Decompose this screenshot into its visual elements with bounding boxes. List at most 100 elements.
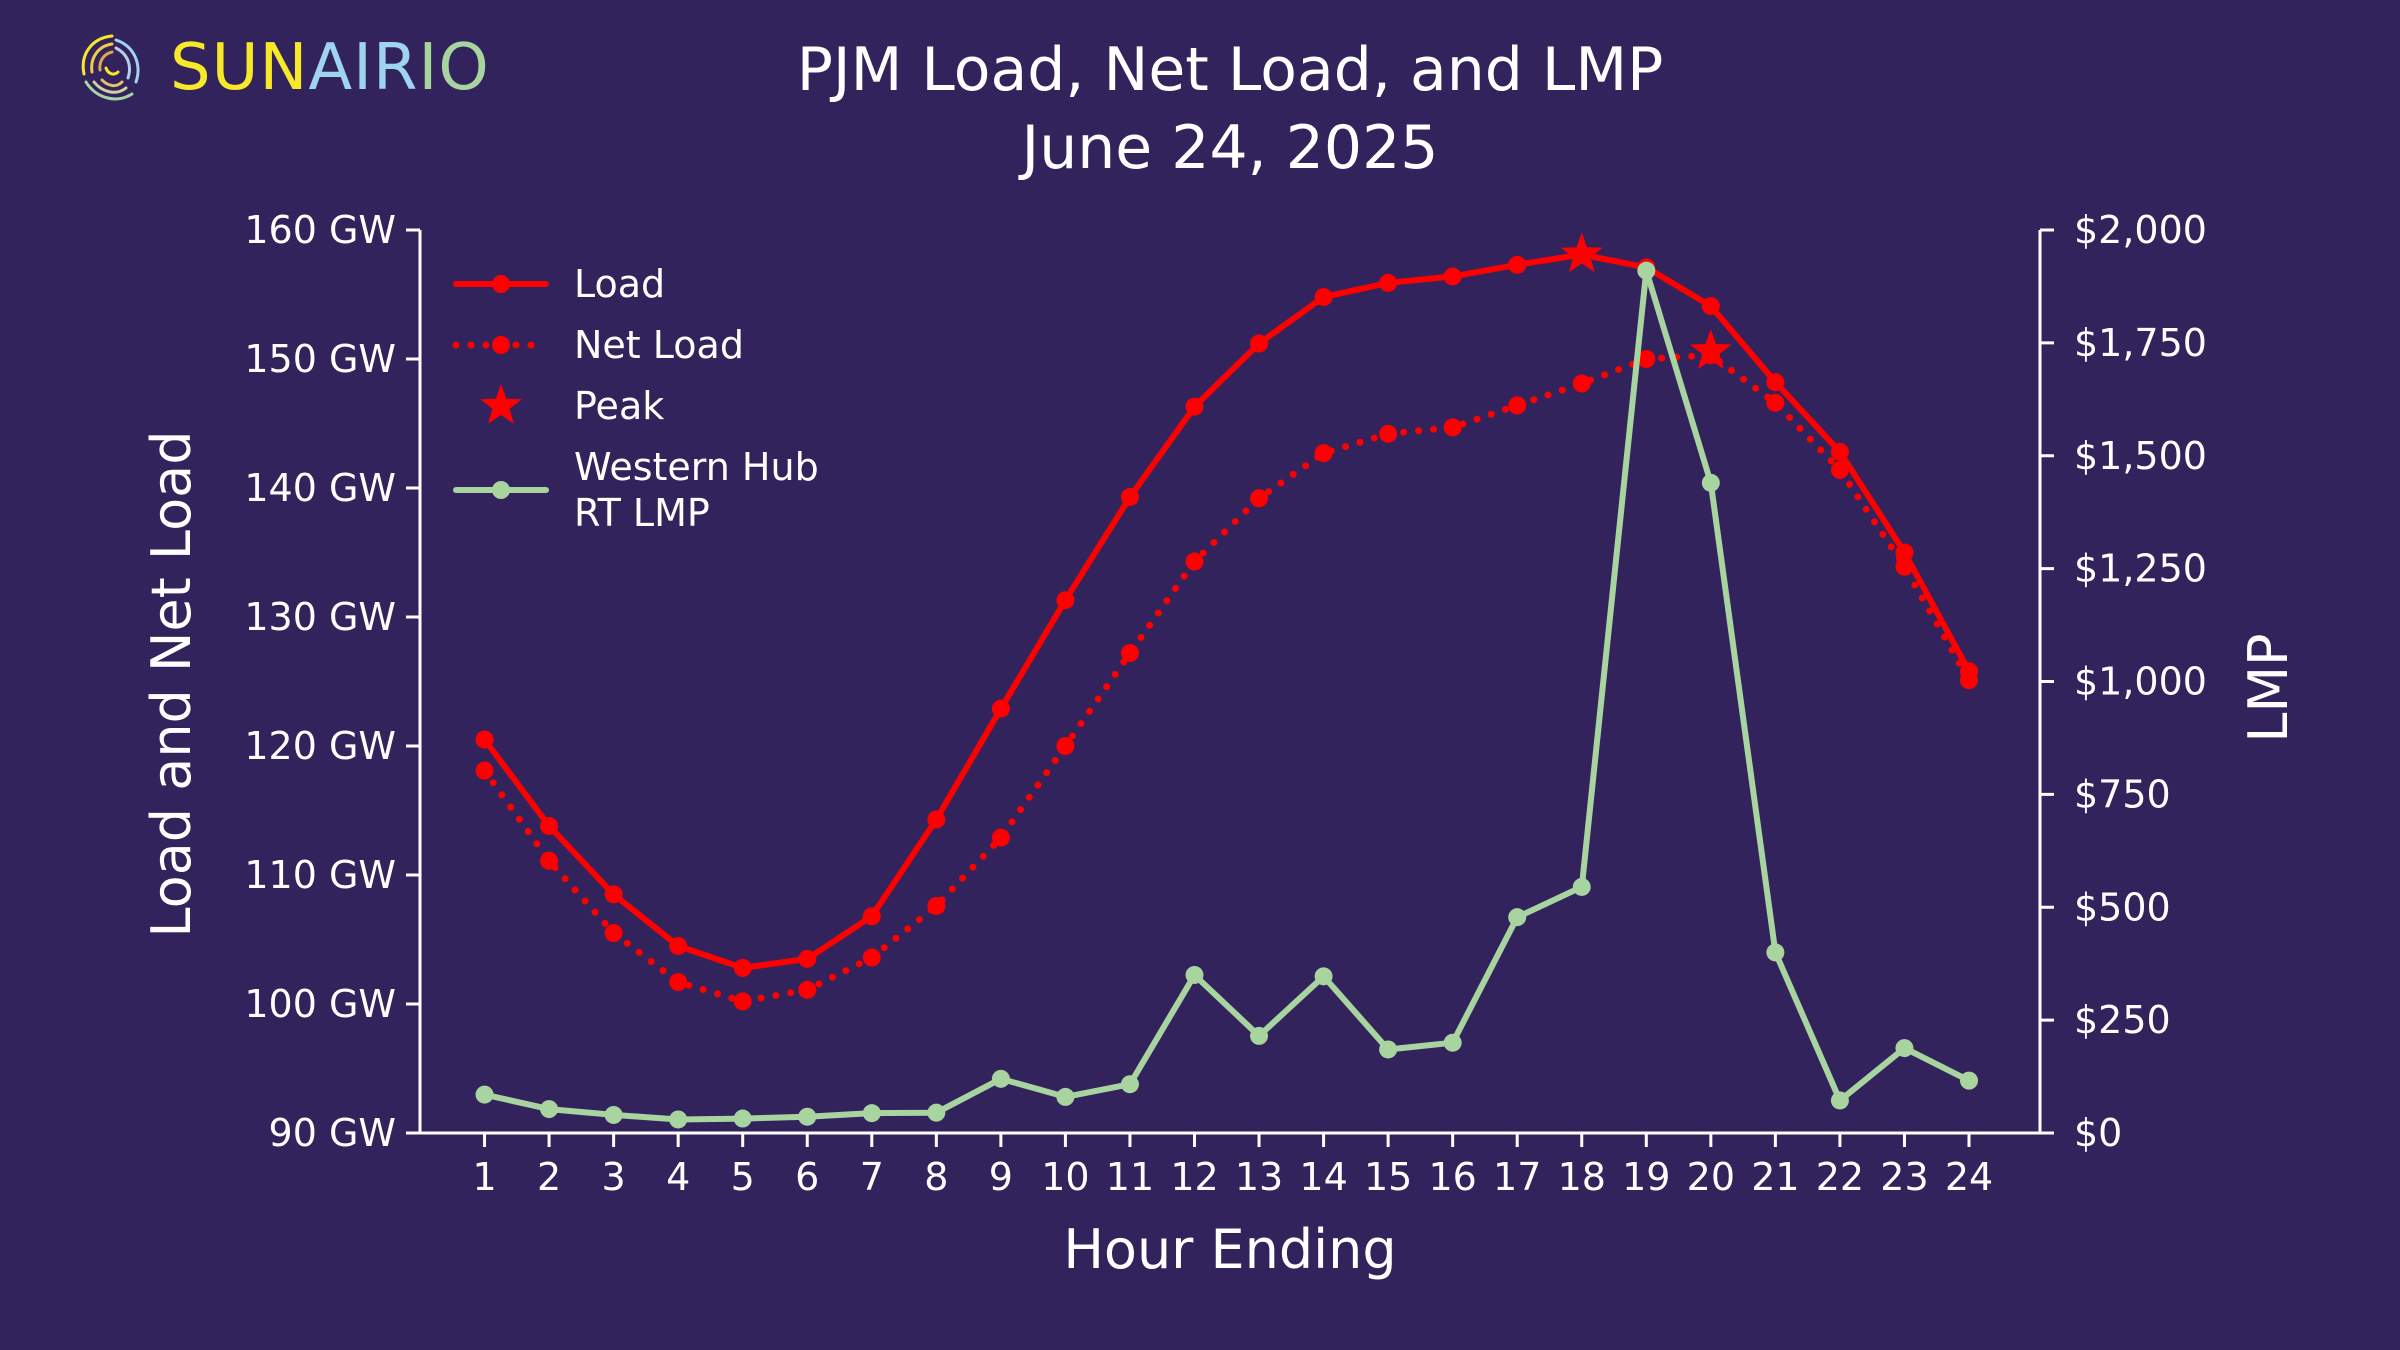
legend-net-load-label: Net Load — [574, 323, 744, 367]
x-tick-label: 2 — [537, 1155, 561, 1199]
load-point — [669, 936, 688, 955]
load-point — [1056, 591, 1075, 610]
western-hub-rt-lmp-point — [540, 1100, 559, 1119]
y2-tick-label: $1,000 — [2074, 660, 2207, 704]
net-load-point — [798, 980, 817, 999]
load-point — [798, 949, 817, 968]
x-tick-label: 21 — [1751, 1155, 1799, 1199]
load-series-line — [481, 251, 1972, 971]
peak-star-marker — [1689, 329, 1732, 370]
x-axis-label: Hour Ending — [1063, 1218, 1396, 1281]
load-point — [1830, 442, 1849, 461]
x-tick-label: 23 — [1880, 1155, 1928, 1199]
x-tick-label: 17 — [1493, 1155, 1541, 1199]
y-tick-label: 90 GW — [269, 1111, 396, 1155]
x-tick-label: 13 — [1235, 1155, 1283, 1199]
x-tick-label: 16 — [1428, 1155, 1476, 1199]
net-load-point — [1637, 350, 1656, 368]
brand-name: SUNAIRIO — [170, 36, 490, 100]
net-load-point — [475, 761, 494, 780]
net-load-point — [733, 992, 752, 1011]
y-tick-label: 120 GW — [244, 724, 396, 768]
load-point — [604, 885, 623, 904]
x-tick-label: 22 — [1816, 1155, 1864, 1199]
x-tick-label: 20 — [1687, 1155, 1735, 1199]
legend-western-hub-rt-lmp-label: RT LMP — [574, 491, 710, 535]
load-point — [733, 958, 752, 977]
western-hub-rt-lmp-point — [1185, 965, 1204, 984]
net-load-point — [1830, 460, 1849, 479]
western-hub-rt-lmp-point — [1766, 943, 1785, 962]
brand-name-part-2: AIR — [308, 31, 419, 105]
western-hub-rt-lmp-point — [1960, 1071, 1979, 1090]
net-load-point — [1185, 552, 1204, 571]
y-axis-label: Load and Net Load — [140, 431, 203, 938]
x-tick-label: 6 — [795, 1155, 819, 1199]
net-load-point — [1766, 393, 1785, 412]
western-hub-rt-lmp-point — [1120, 1075, 1139, 1094]
brand-logo: SUNAIRIO — [72, 28, 490, 108]
western-hub-rt-lmp-point — [1250, 1026, 1269, 1045]
y2-axis-label: LMP — [2237, 633, 2300, 742]
western-hub-rt-lmp-point — [1830, 1091, 1849, 1110]
legend-net-load-marker-icon — [492, 336, 510, 354]
western-hub-rt-lmp-point — [604, 1105, 623, 1124]
net-load-point — [669, 973, 688, 992]
chart-title: PJM Load, Net Load, and LMP — [797, 35, 1664, 105]
load-point — [1120, 488, 1139, 507]
x-tick-label: 1 — [472, 1155, 496, 1199]
x-tick-label: 7 — [860, 1155, 884, 1199]
western-hub-rt-lmp-point — [1314, 967, 1333, 986]
y-tick-label: 130 GW — [244, 595, 396, 639]
net-load-point — [1056, 737, 1075, 755]
x-tick-label: 24 — [1945, 1155, 1993, 1199]
net-load-point — [1572, 374, 1591, 393]
y2-tick-label: $1,750 — [2074, 321, 2207, 365]
y-tick-label: 140 GW — [244, 466, 396, 510]
legend-western-hub-rt-lmp-label: Western Hub — [574, 445, 819, 489]
load-point — [1701, 297, 1720, 316]
y-tick-label: 100 GW — [244, 982, 396, 1026]
western-hub-rt-lmp-point — [991, 1069, 1010, 1088]
load-point — [1379, 273, 1398, 292]
western-hub-rt-lmp-series-line — [481, 267, 1972, 1123]
x-tick-label: 15 — [1364, 1155, 1412, 1199]
y2-tick-label: $500 — [2074, 885, 2171, 929]
net-load-point — [1960, 671, 1979, 690]
western-hub-rt-lmp-point — [1895, 1039, 1914, 1058]
legend-load-label: Load — [574, 262, 665, 306]
brand-name-part-1: SUN — [170, 31, 309, 105]
x-tick-label: 4 — [666, 1155, 690, 1199]
net-load-point — [540, 851, 559, 870]
net-load-point — [1379, 424, 1398, 443]
western-hub-rt-lmp-point — [1572, 877, 1591, 896]
western-hub-rt-lmp-point — [1701, 473, 1720, 492]
western-hub-rt-lmp-point — [927, 1103, 946, 1122]
y2-tick-label: $750 — [2074, 772, 2171, 816]
western-hub-rt-lmp-point — [1637, 261, 1656, 280]
western-hub-rt-lmp-point — [733, 1109, 752, 1128]
y2-tick-label: $0 — [2074, 1111, 2122, 1155]
peak-star-marker — [1560, 232, 1603, 273]
net-load-point — [1508, 396, 1527, 415]
net-load-point — [1120, 644, 1139, 663]
western-hub-rt-lmp-point — [475, 1085, 494, 1104]
x-tick-label: 8 — [924, 1155, 948, 1199]
y2-tick-label: $2,000 — [2074, 208, 2207, 252]
chart-subtitle: June 24, 2025 — [1018, 113, 1439, 183]
net-load-point — [1895, 557, 1914, 576]
net-load-point — [1314, 444, 1333, 463]
x-tick-label: 9 — [989, 1155, 1013, 1199]
western-hub-rt-lmp-point — [1379, 1040, 1398, 1059]
load-point — [1250, 334, 1269, 353]
western-hub-rt-lmp-point — [862, 1104, 881, 1123]
x-tick-label: 5 — [731, 1155, 755, 1199]
x-tick-label: 12 — [1170, 1155, 1218, 1199]
net-load-point — [1443, 418, 1462, 437]
western-hub-rt-lmp-point — [798, 1107, 817, 1126]
y-tick-label: 160 GW — [244, 208, 396, 252]
x-tick-label: 10 — [1041, 1155, 1089, 1199]
net-load-point — [991, 828, 1010, 847]
